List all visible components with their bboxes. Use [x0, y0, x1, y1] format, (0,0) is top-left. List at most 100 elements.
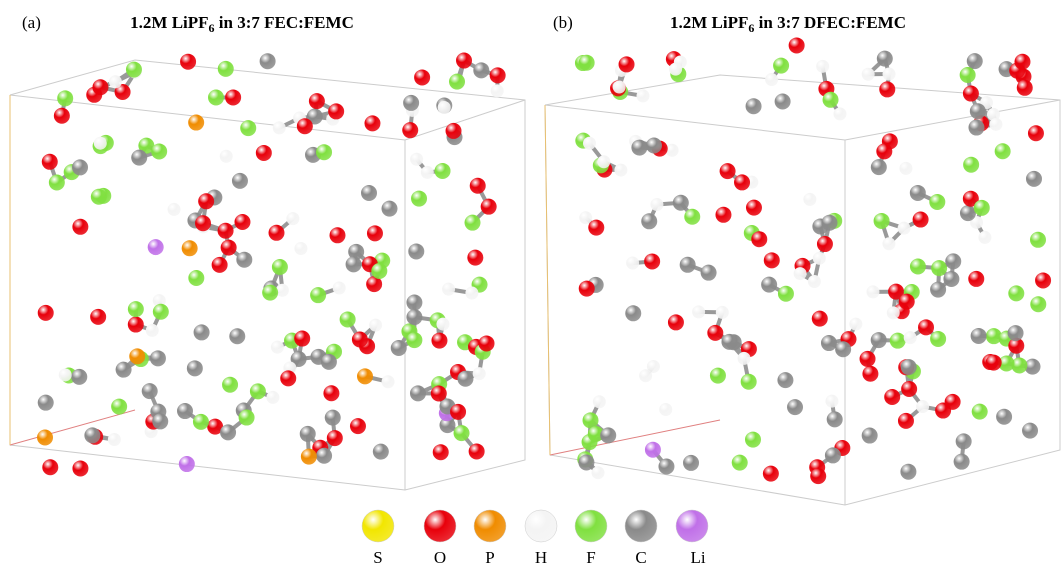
- atom: [294, 242, 307, 255]
- atom: [763, 466, 779, 482]
- atom: [42, 154, 58, 170]
- atom: [600, 427, 616, 443]
- atom: [930, 331, 946, 347]
- atom: [989, 118, 1002, 131]
- atom: [262, 285, 278, 301]
- atom: [327, 430, 343, 446]
- atom: [775, 94, 791, 110]
- atom: [659, 403, 672, 416]
- atom: [971, 328, 987, 344]
- atom: [177, 403, 193, 419]
- atom: [72, 219, 88, 235]
- atom: [816, 60, 829, 73]
- atom: [879, 81, 895, 97]
- atom: [286, 212, 299, 225]
- atom: [59, 368, 72, 381]
- panel-a: [10, 53, 525, 490]
- atom: [402, 122, 418, 138]
- atom: [910, 259, 926, 275]
- atom: [910, 185, 926, 201]
- atom: [188, 115, 204, 131]
- atom: [930, 282, 946, 298]
- atom: [421, 166, 434, 179]
- panel-label: (b): [553, 13, 573, 32]
- atom: [465, 287, 478, 300]
- atom: [890, 333, 906, 349]
- legend-swatch: [474, 510, 506, 542]
- atom: [179, 456, 195, 472]
- axis-x: [550, 420, 720, 455]
- atom: [931, 260, 947, 276]
- atom: [707, 325, 723, 341]
- atom: [92, 79, 108, 95]
- atom: [232, 173, 248, 189]
- atom: [352, 332, 368, 348]
- atom: [613, 81, 626, 94]
- title-main: 1.2M LiPF: [130, 13, 208, 32]
- atom: [963, 86, 979, 102]
- atom: [692, 305, 705, 318]
- atom: [481, 199, 497, 215]
- atom: [625, 305, 641, 321]
- atom: [778, 286, 794, 302]
- atom: [194, 324, 210, 340]
- atom: [491, 84, 504, 97]
- atom: [898, 222, 911, 235]
- atom: [436, 318, 449, 331]
- atom: [738, 352, 751, 365]
- atom: [325, 410, 341, 426]
- atom: [406, 295, 422, 311]
- atom: [588, 220, 604, 236]
- atom: [71, 369, 87, 385]
- atom: [658, 458, 674, 474]
- atom: [764, 252, 780, 268]
- atom: [151, 143, 167, 159]
- atom: [198, 193, 214, 209]
- atom: [467, 250, 483, 266]
- atom: [967, 53, 983, 69]
- atom: [1030, 296, 1046, 312]
- atom: [968, 120, 984, 136]
- atom: [650, 198, 663, 211]
- atom: [644, 253, 660, 269]
- atom: [382, 375, 395, 388]
- atom: [1017, 80, 1033, 96]
- atom: [406, 309, 422, 325]
- atom: [218, 61, 234, 77]
- atom: [866, 285, 879, 298]
- atom: [813, 252, 826, 265]
- atom: [272, 259, 288, 275]
- atom: [943, 271, 959, 287]
- atom: [746, 200, 762, 216]
- atom: [250, 383, 266, 399]
- atom: [212, 257, 228, 273]
- atom: [316, 448, 332, 464]
- atom: [431, 386, 447, 402]
- atom: [645, 442, 661, 458]
- atom: [945, 253, 961, 269]
- atom: [266, 391, 279, 404]
- atom: [280, 370, 296, 386]
- atom: [364, 115, 380, 131]
- atom: [827, 411, 843, 427]
- atom: [597, 155, 610, 168]
- atom: [469, 443, 485, 459]
- atom: [300, 426, 316, 442]
- atom: [883, 68, 896, 81]
- atom: [222, 377, 238, 393]
- atom: [812, 311, 828, 327]
- atom: [357, 368, 373, 384]
- atom: [479, 335, 495, 351]
- box-edge: [405, 100, 525, 140]
- atom: [761, 277, 777, 293]
- atom: [456, 53, 472, 69]
- atom: [668, 314, 684, 330]
- atom: [109, 75, 122, 88]
- atom: [350, 418, 366, 434]
- atom: [72, 159, 88, 175]
- atom: [720, 163, 736, 179]
- atom: [583, 137, 596, 150]
- legend: SOPHFCLi: [362, 510, 708, 567]
- atom: [153, 304, 169, 320]
- atom: [901, 359, 917, 375]
